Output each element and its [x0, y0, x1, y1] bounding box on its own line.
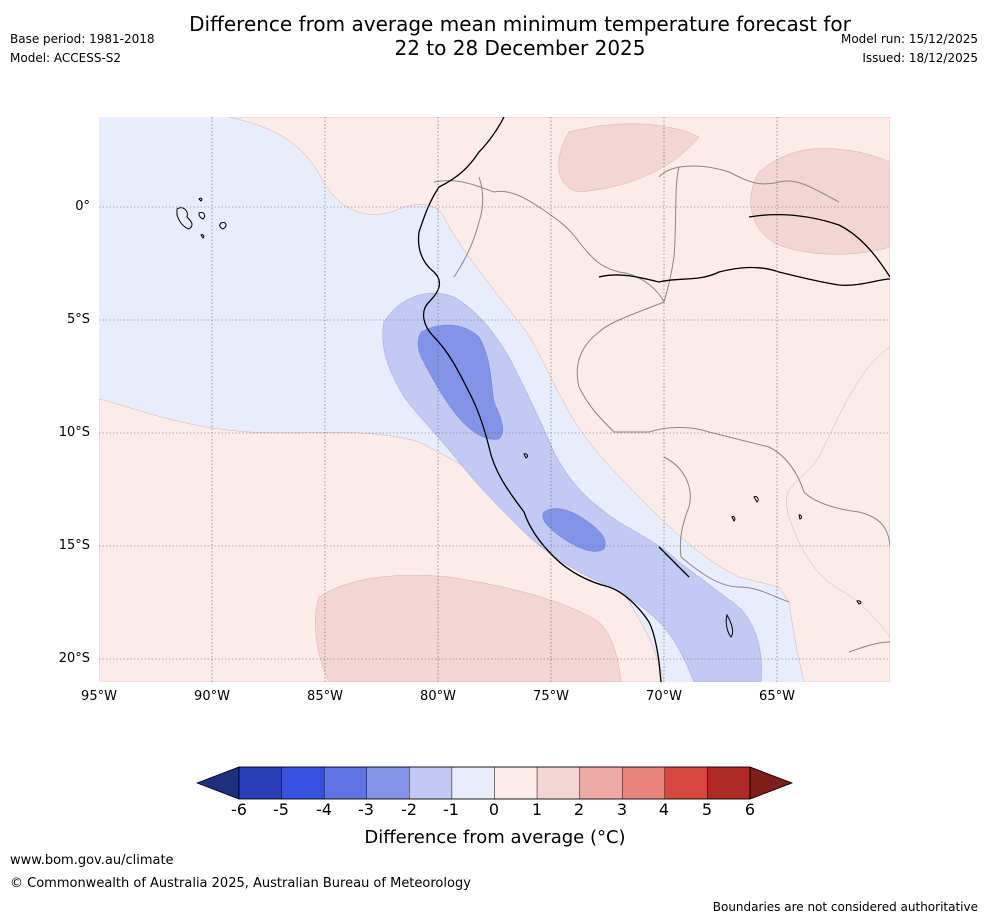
- country-boundaries: [433, 165, 890, 653]
- lat-label-10s: 10°S: [58, 425, 90, 440]
- cb-tick-m5: -5: [273, 800, 289, 819]
- cb-tick-m6: -6: [231, 800, 247, 819]
- lon-label-75w: 75°W: [533, 689, 569, 704]
- lat-label-15s: 15°S: [58, 538, 90, 553]
- colorbar-extend-high: [749, 766, 794, 800]
- forecast-map: [99, 117, 890, 682]
- model-name: Model: ACCESS-S2: [10, 51, 122, 65]
- footer-url: www.bom.gov.au/climate: [10, 853, 174, 868]
- lon-label-65w: 65°W: [759, 689, 795, 704]
- model-run: Model run: 15/12/2025: [840, 32, 978, 46]
- cb-tick-0: 0: [488, 800, 500, 819]
- colorbar-cell: [707, 766, 751, 800]
- lat-label-5s: 5°S: [66, 312, 90, 327]
- land-pos-region: [228, 117, 890, 682]
- pos-patch-northeast: [750, 148, 890, 255]
- lat-label-20s: 20°S: [58, 651, 90, 666]
- lat-label-0: 0°: [75, 199, 90, 214]
- base-period: Base period: 1981-2018: [10, 32, 155, 46]
- colorbar-cell: [409, 766, 453, 800]
- colorbar-cell: [494, 766, 538, 800]
- issued-date: Issued: 18/12/2025: [862, 51, 978, 65]
- footer-disclaimer: Boundaries are not considered authoritat…: [712, 900, 978, 914]
- cb-tick-m2: -2: [401, 800, 417, 819]
- neg-patch-peru: [417, 324, 504, 440]
- colorbar-label: Difference from average (°C): [364, 827, 626, 848]
- colorbar-cell: [281, 766, 325, 800]
- cb-tick-m3: -3: [358, 800, 374, 819]
- map-title: Difference from average mean minimum tem…: [0, 12, 988, 60]
- lon-label-95w: 95°W: [81, 689, 117, 704]
- pos-patch-southwest: [315, 574, 622, 682]
- lon-label-90w: 90°W: [194, 689, 230, 704]
- colorbar-extend-low: [196, 766, 240, 800]
- colorbar-cell: [238, 766, 282, 800]
- cb-tick-5: 5: [701, 800, 713, 819]
- title-line-1: Difference from average mean minimum tem…: [189, 12, 851, 36]
- colorbar-cell: [622, 766, 666, 800]
- colorbar-cell: [536, 766, 580, 800]
- cb-tick-6: 6: [744, 800, 756, 819]
- galapagos-islands: [176, 197, 227, 239]
- gridlines: [99, 117, 890, 682]
- colorbar-cell: [579, 766, 623, 800]
- footer-copyright: © Commonwealth of Australia 2025, Austra…: [10, 876, 471, 891]
- cb-tick-4: 4: [658, 800, 670, 819]
- title-line-2: 22 to 28 December 2025: [394, 36, 646, 60]
- cb-tick-m1: -1: [443, 800, 459, 819]
- colorbar-cell: [451, 766, 495, 800]
- colorbar-cell: [366, 766, 410, 800]
- colorbar-cell: [664, 766, 708, 800]
- lon-label-70w: 70°W: [646, 689, 682, 704]
- pos-patch-north: [558, 123, 700, 193]
- colorbar-cell: [323, 766, 367, 800]
- colorbar-outline: [238, 766, 751, 800]
- colorbar: [196, 766, 794, 800]
- cb-tick-3: 3: [616, 800, 628, 819]
- lon-label-80w: 80°W: [420, 689, 456, 704]
- coastlines: [417, 117, 890, 682]
- neg-patch-south: [542, 508, 606, 552]
- lon-label-85w: 85°W: [307, 689, 343, 704]
- cb-tick-1: 1: [531, 800, 543, 819]
- lakes: [523, 453, 862, 638]
- cb-tick-m4: -4: [316, 800, 332, 819]
- cb-tick-2: 2: [573, 800, 585, 819]
